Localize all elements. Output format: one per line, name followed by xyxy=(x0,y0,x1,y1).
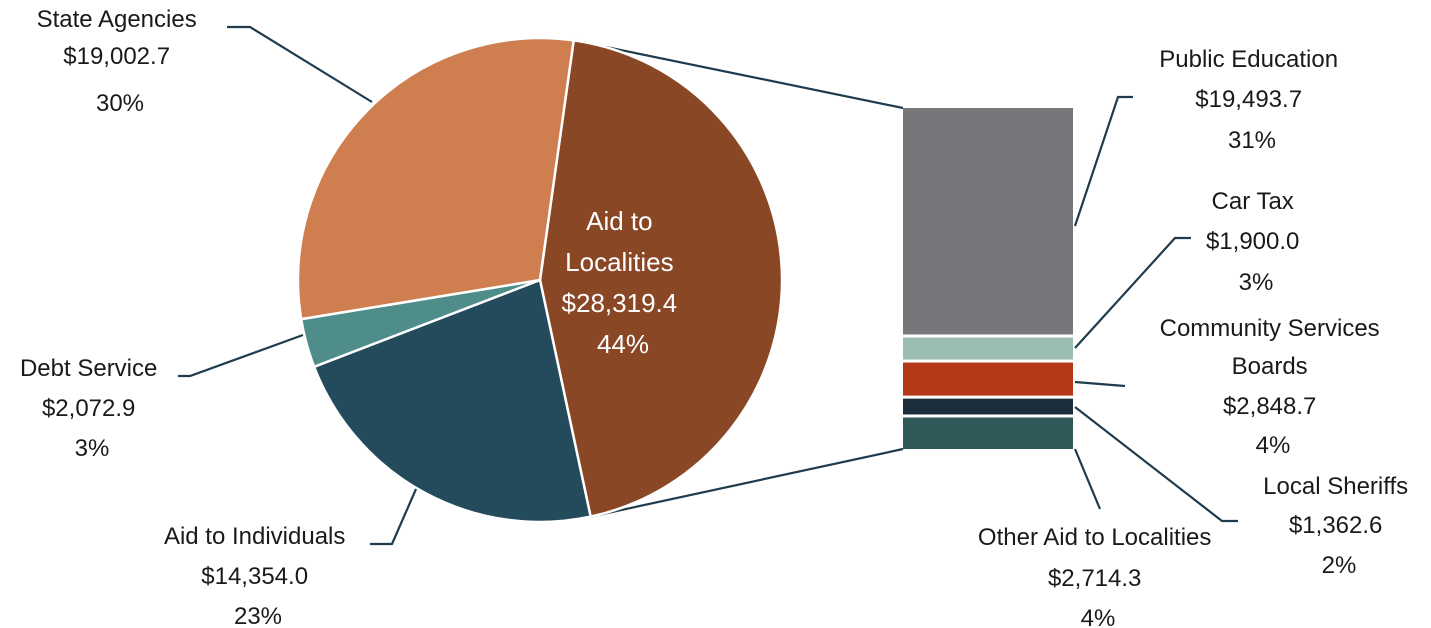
segment-label-public-education: Public Education $19,493.7 31% xyxy=(1159,46,1344,154)
breakdown-bar xyxy=(903,108,1073,449)
slice-label-debt-service: Debt Service $2,072.9 3% xyxy=(20,355,164,462)
leader-debt-service xyxy=(178,333,304,378)
bar-segment-public-education xyxy=(903,108,1073,335)
leader-state-agencies xyxy=(227,25,373,103)
bar-segment-community-services-boards xyxy=(903,362,1073,396)
bar-segment-other-aid-to-localities xyxy=(903,417,1073,449)
connector-lines xyxy=(573,39,904,518)
bar-segment-local-sheriffs xyxy=(903,398,1073,415)
slice-label-state-agencies: State Agencies $19,002.7 30% xyxy=(37,6,204,117)
connector-top xyxy=(573,39,904,110)
segment-label-car-tax: Car Tax $1,900.0 3% xyxy=(1206,188,1306,296)
segment-label-community-services-boards: Community Services Boards $2,848.7 4% xyxy=(1160,315,1387,459)
leader-local-sheriffs xyxy=(1074,406,1238,523)
slice-label-aid-to-individuals: Aid to Individuals $14,354.0 23% xyxy=(164,523,352,628)
slice-label-aid-to-localities: Aid to Localities $28,319.4 44% xyxy=(562,206,685,359)
pie-slice-state-agencies xyxy=(296,36,576,321)
pie-slice-aid-to-localities xyxy=(538,38,784,519)
pie xyxy=(296,36,784,524)
segment-label-local-sheriffs: Local Sheriffs $1,362.6 2% xyxy=(1263,473,1415,579)
leader-aid-to-individuals xyxy=(370,488,418,546)
leader-public-education xyxy=(1073,95,1133,227)
leader-car-tax xyxy=(1074,236,1191,349)
leader-lines xyxy=(178,25,1238,546)
segment-label-other-aid-to-localities: Other Aid to Localities $2,714.3 4% xyxy=(978,524,1218,628)
bar-segment-car-tax xyxy=(903,337,1073,360)
connector-bottom xyxy=(590,447,904,518)
leader-other-aid-to-localities xyxy=(1073,448,1102,510)
leader-community-services-boards xyxy=(1074,380,1126,388)
